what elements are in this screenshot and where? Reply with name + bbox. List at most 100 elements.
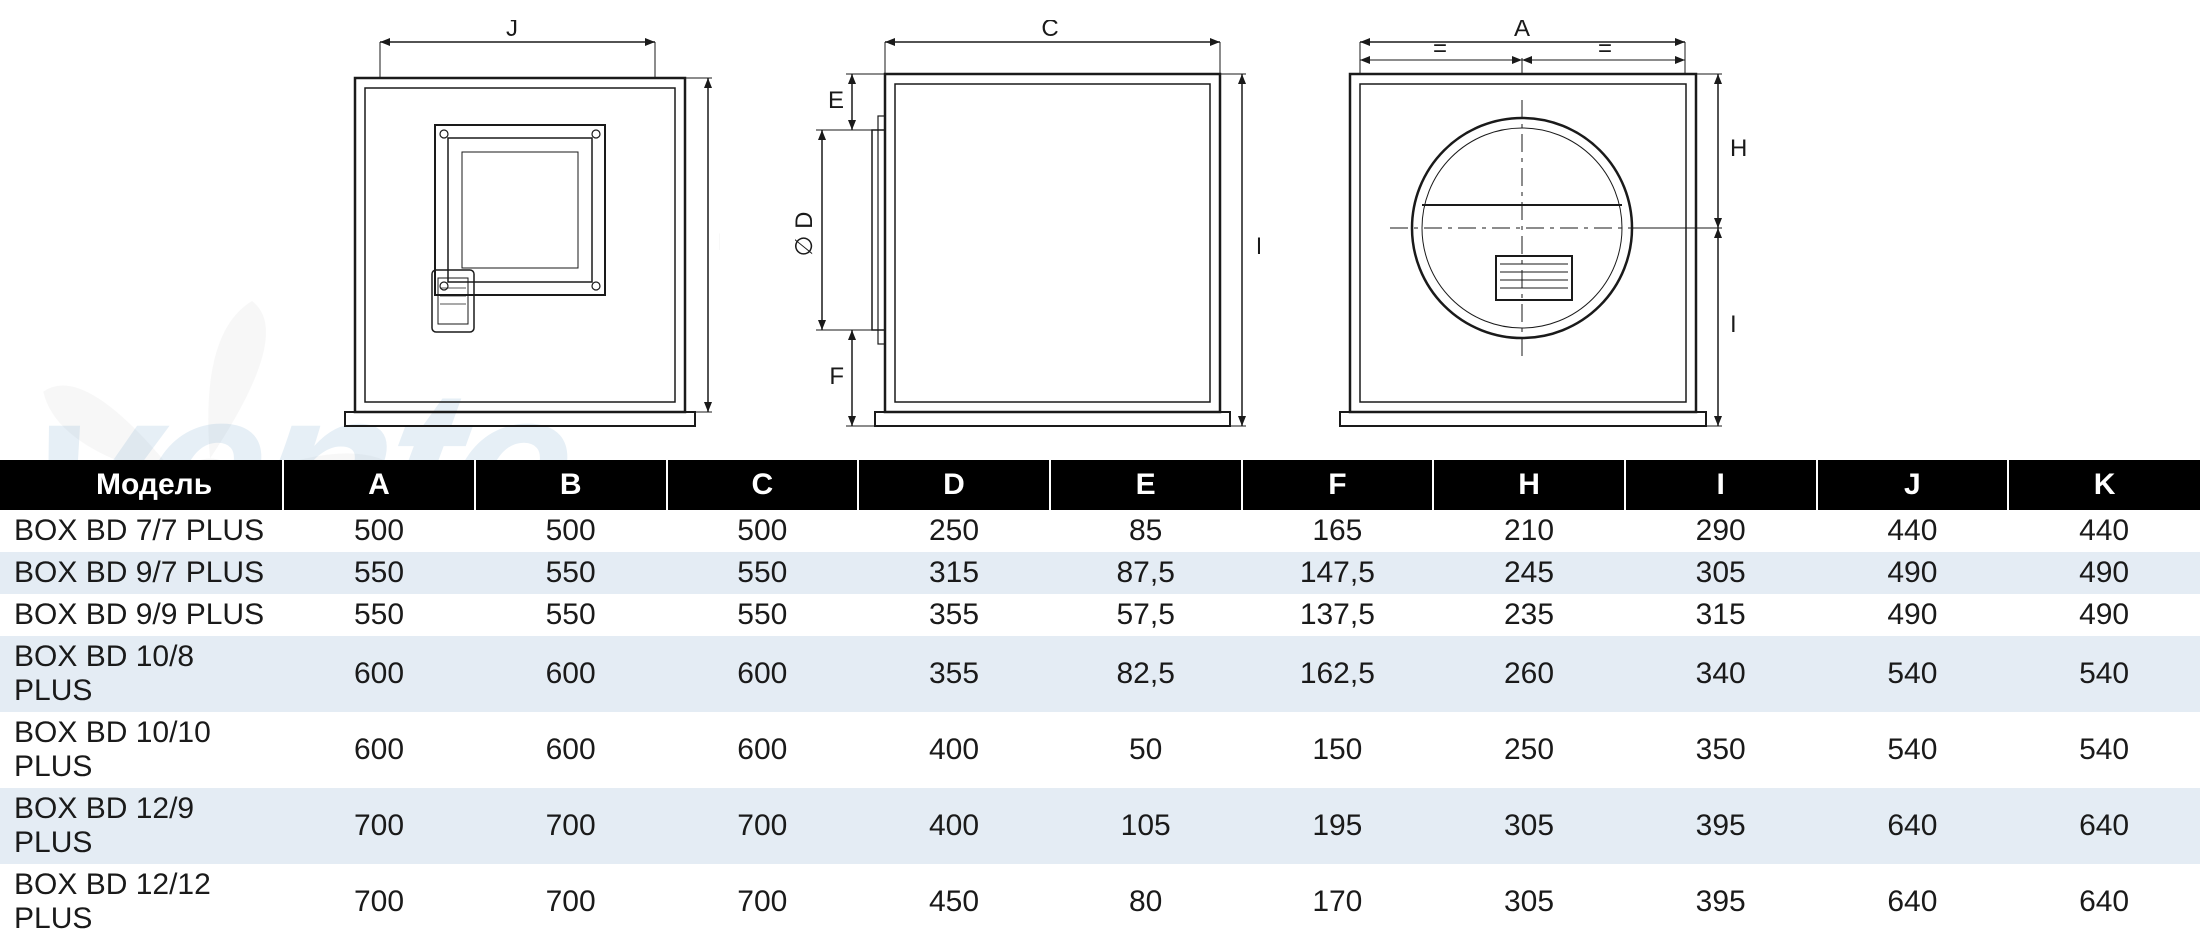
dim-cell: 600 (667, 712, 859, 788)
table-header-cell: D (858, 460, 1050, 510)
dim-cell: 440 (1817, 510, 2009, 552)
dim-label-f: F (829, 363, 844, 390)
dim-cell: 315 (1625, 594, 1817, 636)
dim-cell: 490 (2008, 594, 2200, 636)
table-header-row: МодельABCDEFHIJK (0, 460, 2200, 510)
dim-cell: 450 (858, 864, 1050, 940)
table-row: BOX BD 12/12 PLUS70070070045080170305395… (0, 864, 2200, 940)
dim-cell: 105 (1050, 788, 1242, 864)
dim-cell: 700 (283, 788, 475, 864)
dim-cell: 57,5 (1050, 594, 1242, 636)
dim-cell: 490 (1817, 552, 2009, 594)
dim-cell: 235 (1433, 594, 1625, 636)
dim-cell: 260 (1433, 636, 1625, 712)
dim-cell: 87,5 (1050, 552, 1242, 594)
diagram-view-2: C E ∅ D (790, 20, 1260, 440)
dim-label-a: A (1514, 20, 1530, 42)
dim-label-c: C (1041, 20, 1058, 42)
dim-cell: 540 (1817, 636, 2009, 712)
model-cell: BOX BD 12/9 PLUS (0, 788, 283, 864)
dim-cell: 290 (1625, 510, 1817, 552)
dim-cell: 490 (2008, 552, 2200, 594)
dim-label-j: J (506, 20, 518, 42)
dim-cell: 355 (858, 636, 1050, 712)
model-cell: BOX BD 9/7 PLUS (0, 552, 283, 594)
dim-cell: 600 (283, 712, 475, 788)
dim-cell: 305 (1625, 552, 1817, 594)
dim-cell: 550 (667, 552, 859, 594)
model-cell: BOX BD 10/10 PLUS (0, 712, 283, 788)
table-header-cell: F (1242, 460, 1434, 510)
dim-label-k: K (718, 229, 720, 256)
dim-cell: 490 (1817, 594, 2009, 636)
dim-cell: 550 (283, 594, 475, 636)
dim-cell: 600 (475, 636, 667, 712)
table-row: BOX BD 7/7 PLUS5005005002508516521029044… (0, 510, 2200, 552)
dim-cell: 195 (1242, 788, 1434, 864)
dim-cell: 700 (283, 864, 475, 940)
table-row: BOX BD 10/8 PLUS60060060035582,5162,5260… (0, 636, 2200, 712)
dim-cell: 500 (667, 510, 859, 552)
dim-cell: 640 (2008, 788, 2200, 864)
dim-cell: 540 (2008, 712, 2200, 788)
dim-label-i: I (1730, 311, 1737, 338)
dim-cell: 150 (1242, 712, 1434, 788)
dim-cell: 640 (1817, 864, 2009, 940)
dim-cell: 540 (2008, 636, 2200, 712)
dim-cell: 165 (1242, 510, 1434, 552)
dim-cell: 355 (858, 594, 1050, 636)
diagram-view-3: A = = (1330, 20, 1770, 440)
table-header-cell: I (1625, 460, 1817, 510)
dim-cell: 305 (1433, 788, 1625, 864)
dim-cell: 600 (283, 636, 475, 712)
table-row: BOX BD 9/9 PLUS55055055035557,5137,52353… (0, 594, 2200, 636)
table-header-cell: C (667, 460, 859, 510)
model-cell: BOX BD 12/12 PLUS (0, 864, 283, 940)
dim-cell: 305 (1433, 864, 1625, 940)
table-header-cell: A (283, 460, 475, 510)
dim-cell: 640 (2008, 864, 2200, 940)
table-header-cell: Модель (0, 460, 283, 510)
table-row: BOX BD 10/10 PLUS60060060040050150250350… (0, 712, 2200, 788)
dim-cell: 315 (858, 552, 1050, 594)
model-cell: BOX BD 7/7 PLUS (0, 510, 283, 552)
dim-cell: 550 (475, 594, 667, 636)
dim-cell: 540 (1817, 712, 2009, 788)
table-row: BOX BD 9/7 PLUS55055055031587,5147,52453… (0, 552, 2200, 594)
table-row: BOX BD 12/9 PLUS700700700400105195305395… (0, 788, 2200, 864)
dim-cell: 700 (667, 864, 859, 940)
dim-cell: 350 (1625, 712, 1817, 788)
dim-cell: 500 (475, 510, 667, 552)
dim-label-b: B (1256, 233, 1260, 260)
dim-cell: 500 (283, 510, 475, 552)
dim-cell: 550 (475, 552, 667, 594)
dim-label-eq2: = (1598, 35, 1612, 62)
dim-cell: 640 (1817, 788, 2009, 864)
dim-cell: 600 (475, 712, 667, 788)
dim-cell: 147,5 (1242, 552, 1434, 594)
dim-cell: 162,5 (1242, 636, 1434, 712)
dim-label-d: ∅ D (791, 212, 818, 257)
dim-cell: 400 (858, 712, 1050, 788)
dim-cell: 82,5 (1050, 636, 1242, 712)
diagrams-row: J (0, 0, 2200, 440)
dim-cell: 700 (667, 788, 859, 864)
dim-label-e: E (828, 87, 844, 114)
dim-cell: 137,5 (1242, 594, 1434, 636)
table-header-cell: B (475, 460, 667, 510)
diagram-view-1: J (340, 20, 720, 440)
dim-cell: 550 (283, 552, 475, 594)
dimensions-table-container: МодельABCDEFHIJK BOX BD 7/7 PLUS50050050… (0, 460, 2200, 940)
dim-cell: 245 (1433, 552, 1625, 594)
table-body: BOX BD 7/7 PLUS5005005002508516521029044… (0, 510, 2200, 940)
table-header-cell: H (1433, 460, 1625, 510)
dim-cell: 340 (1625, 636, 1817, 712)
dim-cell: 50 (1050, 712, 1242, 788)
dim-cell: 395 (1625, 864, 1817, 940)
dim-cell: 440 (2008, 510, 2200, 552)
table-header-cell: J (1817, 460, 2009, 510)
dim-cell: 700 (475, 788, 667, 864)
dim-cell: 170 (1242, 864, 1434, 940)
dim-cell: 400 (858, 788, 1050, 864)
dim-cell: 80 (1050, 864, 1242, 940)
